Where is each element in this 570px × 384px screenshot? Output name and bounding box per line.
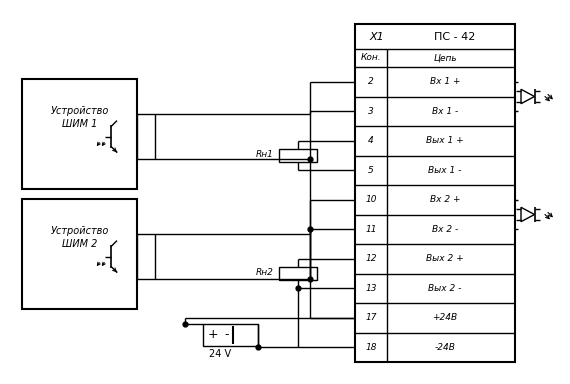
Text: Rн2: Rн2 xyxy=(256,268,274,277)
Text: 5: 5 xyxy=(368,166,374,175)
Bar xyxy=(22,79,137,189)
Text: ШИМ 1: ШИМ 1 xyxy=(62,119,97,129)
Text: ПС - 42: ПС - 42 xyxy=(434,31,476,41)
Text: Вх 1 -: Вх 1 - xyxy=(432,107,458,116)
Text: 24 V: 24 V xyxy=(209,349,231,359)
Bar xyxy=(137,234,155,279)
Text: 2: 2 xyxy=(368,77,374,86)
Bar xyxy=(279,149,317,162)
Text: 3: 3 xyxy=(368,107,374,116)
Text: Кон.: Кон. xyxy=(361,53,381,63)
Text: 11: 11 xyxy=(365,225,377,234)
Text: Устройство: Устройство xyxy=(50,106,109,116)
Bar xyxy=(137,114,155,159)
Text: 17: 17 xyxy=(365,313,377,322)
Text: Вх 2 -: Вх 2 - xyxy=(432,225,458,234)
Text: Вых 2 -: Вых 2 - xyxy=(428,284,462,293)
Text: 13: 13 xyxy=(365,284,377,293)
Bar xyxy=(22,199,137,309)
Text: +: + xyxy=(207,328,218,341)
Text: Вх 1 +: Вх 1 + xyxy=(430,77,460,86)
Text: 4: 4 xyxy=(368,136,374,145)
Text: 18: 18 xyxy=(365,343,377,352)
Text: ШИМ 2: ШИМ 2 xyxy=(62,239,97,249)
Text: 12: 12 xyxy=(365,254,377,263)
Text: Цепь: Цепь xyxy=(433,53,457,63)
Text: -24В: -24В xyxy=(434,343,455,352)
Text: Устройство: Устройство xyxy=(50,226,109,236)
Text: Rн1: Rн1 xyxy=(256,150,274,159)
Text: 10: 10 xyxy=(365,195,377,204)
Text: Вых 1 +: Вых 1 + xyxy=(426,136,464,145)
Bar xyxy=(279,267,317,280)
Text: Вых 1 -: Вых 1 - xyxy=(428,166,462,175)
Bar xyxy=(202,324,258,346)
Text: Вых 2 +: Вых 2 + xyxy=(426,254,464,263)
Text: Вх 2 +: Вх 2 + xyxy=(430,195,460,204)
Text: X1: X1 xyxy=(369,31,384,41)
Text: -: - xyxy=(224,328,229,341)
Text: +24В: +24В xyxy=(433,313,458,322)
Bar xyxy=(355,24,515,362)
